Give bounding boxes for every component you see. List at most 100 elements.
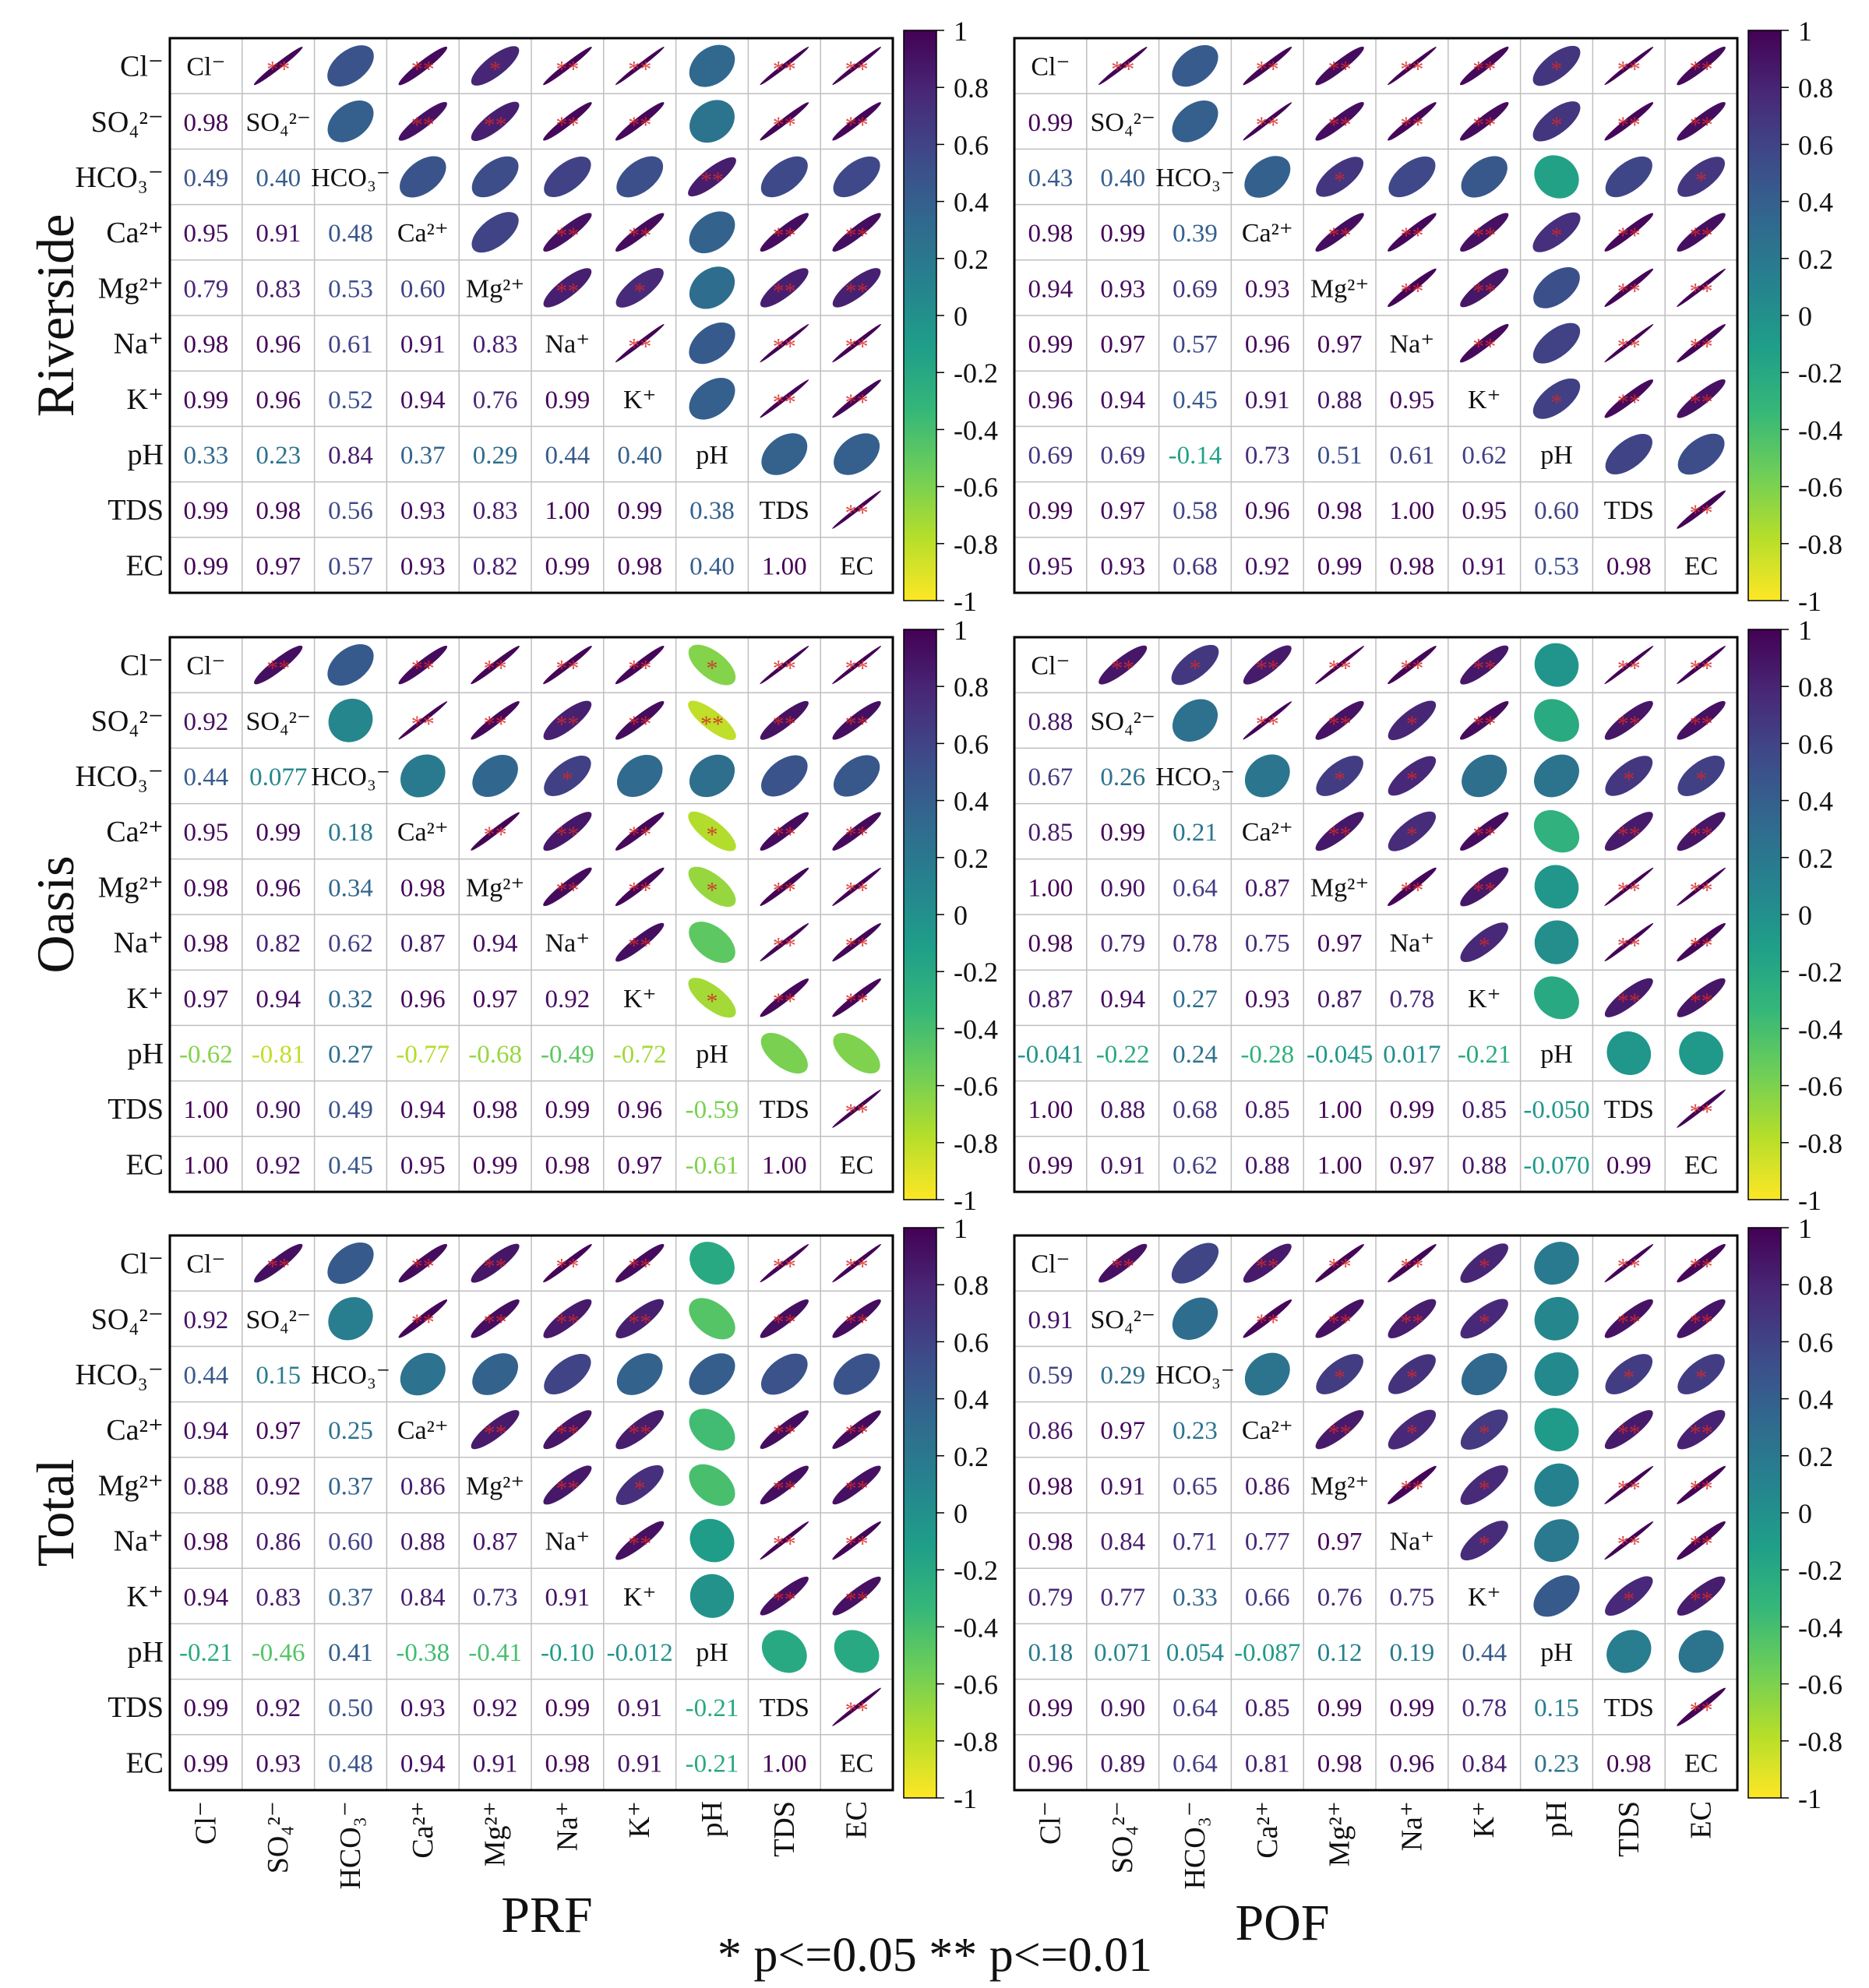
corr-ellipse	[760, 700, 809, 740]
corr-ellipse	[1460, 1465, 1508, 1505]
significance-star: **	[845, 112, 869, 138]
col-axis-label: pH	[1540, 1801, 1573, 1837]
corr-ellipse	[761, 1630, 807, 1673]
corr-value-label: 0.27	[328, 1041, 373, 1069]
corr-ellipse	[1098, 47, 1148, 86]
corr-ellipse	[615, 867, 665, 907]
diag-label-6: Na⁺	[1390, 929, 1435, 958]
corr-ellipse	[1244, 1352, 1290, 1396]
corr-value-label: 0.96	[1390, 1750, 1435, 1778]
colorbar-tick-label: 0.8	[954, 72, 989, 104]
panel-frame	[1013, 37, 1739, 594]
colorbar-tick-label: 0.6	[1798, 129, 1833, 160]
colorbar-tick-label: 0.6	[954, 1327, 989, 1358]
corr-ellipse	[688, 866, 736, 908]
corr-ellipse	[1532, 323, 1581, 364]
corr-value-label: 0.67	[1028, 763, 1074, 791]
corr-value-label: -0.72	[613, 1041, 667, 1069]
corr-value-label: 0.62	[1462, 442, 1507, 470]
corr-value-label: 1.00	[762, 1151, 807, 1179]
corr-ellipse	[1388, 811, 1437, 851]
corr-value-label: 0.93	[1245, 985, 1290, 1013]
significance-star: **	[773, 334, 796, 360]
corr-value-label: 0.90	[256, 1096, 301, 1124]
significance-star: **	[555, 57, 579, 83]
corr-value-label: 0.98	[1028, 930, 1074, 958]
corr-ellipse	[1315, 645, 1365, 685]
colorbar-tick-label: -0.4	[954, 1013, 998, 1045]
corr-value-label: 0.93	[256, 1750, 301, 1778]
corr-ellipse	[1171, 1242, 1219, 1284]
corr-ellipse	[1677, 922, 1726, 962]
significance-star: **	[628, 656, 651, 682]
corr-ellipse	[328, 1297, 373, 1341]
significance-star: *	[1479, 1532, 1490, 1557]
corr-value-label: 0.53	[328, 275, 373, 303]
colorbar-tick-label: -1	[954, 1185, 977, 1216]
corr-value-label: -0.21	[686, 1694, 739, 1722]
significance-star: **	[628, 1420, 651, 1446]
corr-ellipse	[1532, 101, 1581, 142]
row-axis-label: Ca²⁺	[106, 1414, 164, 1447]
diag-label-10: EC	[1684, 552, 1718, 580]
corr-value-label: 0.94	[184, 1584, 229, 1612]
corr-ellipse	[254, 1243, 303, 1283]
corr-value-label: 0.97	[184, 985, 229, 1013]
corr-value-label: 0.24	[1173, 1041, 1218, 1069]
corr-ellipse	[615, 1410, 665, 1450]
significance-star: **	[1690, 656, 1713, 682]
corr-value-label: 0.99	[1317, 552, 1363, 580]
group-title-riverside: Riverside	[26, 214, 85, 418]
corr-ellipse	[1172, 44, 1218, 87]
row-axis-label: Na⁺	[114, 328, 164, 361]
significance-star: *	[1551, 389, 1563, 415]
significance-star: **	[1617, 989, 1641, 1014]
significance-star: **	[1617, 933, 1641, 959]
corr-value-label: -0.045	[1307, 1041, 1373, 1069]
corr-value-label: 0.96	[256, 874, 301, 902]
corr-value-label: 0.99	[1028, 1694, 1074, 1722]
significance-star: *	[1551, 223, 1563, 248]
colorbar-tick-label: 1	[954, 615, 968, 646]
corr-ellipse	[615, 47, 665, 86]
corr-ellipse	[543, 812, 592, 851]
row-axis-label: Cl⁻	[120, 1248, 164, 1281]
significance-star: **	[1472, 877, 1496, 903]
diag-label-10: EC	[840, 552, 873, 580]
diag-label-4: Ca²⁺	[397, 1416, 449, 1445]
corr-value-label: 0.44	[545, 442, 591, 470]
significance-star: **	[1617, 711, 1641, 737]
corr-value-label: 0.87	[1245, 874, 1290, 902]
significance-star: *	[707, 656, 718, 682]
corr-value-label: 0.45	[1173, 386, 1218, 414]
significance-star: **	[1690, 933, 1713, 959]
corr-ellipse	[760, 156, 808, 198]
corr-value-label: 0.57	[328, 552, 373, 580]
significance-star: **	[555, 1475, 579, 1501]
corr-ellipse	[1461, 156, 1508, 198]
corr-value-label: 0.98	[1317, 497, 1363, 525]
significance-star: **	[700, 711, 724, 737]
corr-value-label: 0.96	[1028, 386, 1074, 414]
significance-star: **	[411, 1254, 435, 1280]
significance-star: **	[1400, 656, 1423, 682]
corr-ellipse	[760, 1032, 808, 1074]
panel-frame	[168, 37, 894, 594]
corr-value-label: 0.96	[1245, 331, 1290, 359]
significance-star: **	[628, 933, 651, 959]
significance-star: **	[773, 389, 796, 415]
corr-ellipse	[1172, 1297, 1218, 1340]
corr-ellipse	[1315, 1299, 1364, 1338]
corr-value-label: 0.93	[400, 1694, 446, 1722]
col-axis-label: Na⁺	[551, 1801, 584, 1851]
corr-ellipse	[1460, 268, 1509, 308]
corr-value-label: 0.94	[1100, 985, 1145, 1013]
corr-ellipse	[832, 700, 881, 740]
corr-value-label: 0.60	[400, 275, 446, 303]
corr-value-label: 0.78	[1390, 985, 1435, 1013]
corr-value-label: 0.88	[1028, 708, 1074, 736]
diag-label-4: Ca²⁺	[1242, 1416, 1293, 1445]
corr-ellipse	[543, 1243, 592, 1283]
corr-value-label: 0.84	[1100, 1528, 1145, 1556]
corr-ellipse	[327, 643, 374, 686]
